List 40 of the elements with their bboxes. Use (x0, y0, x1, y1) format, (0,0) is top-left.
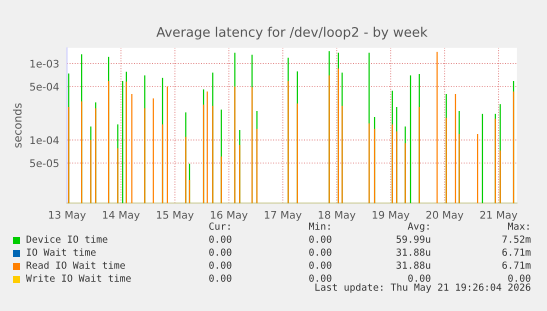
text: 0.00 (309, 261, 332, 269)
text: Max: (508, 222, 529, 230)
text: 0.00 (209, 248, 232, 256)
legend-label: IO Wait time (26, 248, 96, 256)
x-tick-label: 15 May (156, 211, 194, 221)
y-tick-label: 5e-05 (30, 159, 58, 168)
legend-label: Read IO Wait time (26, 261, 125, 269)
y-tick-label: 5e-04 (30, 82, 59, 91)
text: Avg: (408, 222, 429, 232)
text: 31.88u (396, 261, 430, 269)
text: 0.00 (209, 235, 232, 243)
x-tick-label: 16 May (210, 210, 248, 221)
x-tick-label: 18 May (318, 210, 356, 221)
text: 6.71m (502, 261, 531, 269)
x-tick-label: 14 May (103, 211, 140, 221)
text: Min: (308, 222, 330, 230)
x-tick-label: 13 May (49, 210, 86, 221)
text: 59.99u (396, 235, 430, 243)
text: Cur: (209, 222, 230, 230)
chart-title: Average latency for /dev/loop2 - by week (156, 26, 428, 40)
text: 0.00 (508, 274, 530, 282)
text: 0.00 (408, 274, 430, 282)
text: 0.00 (209, 274, 232, 282)
x-tick-label: 21 May (480, 210, 518, 221)
legend-label: Write IO Wait time (26, 274, 131, 282)
text: 0.00 (309, 235, 332, 243)
text: 7.52m (502, 235, 531, 243)
text: 31.88u (396, 248, 430, 256)
x-tick-label: 20 May (426, 210, 464, 221)
text: 0.00 (309, 274, 332, 282)
text: 0.00 (309, 248, 332, 256)
x-tick-label: 19 May (372, 210, 410, 221)
y-tick-label: 1e-03 (30, 60, 59, 68)
y-axis-title: seconds (13, 103, 22, 148)
x-tick-label: 17 May (264, 211, 302, 221)
y-tick-label: 1e-04 (30, 136, 59, 144)
text: Last update: Thu May 21 19:26:04 2026 (315, 283, 530, 293)
text: 6.71m (502, 248, 531, 256)
legend-label: Device IO time (26, 235, 108, 243)
text: 0.00 (209, 261, 232, 269)
